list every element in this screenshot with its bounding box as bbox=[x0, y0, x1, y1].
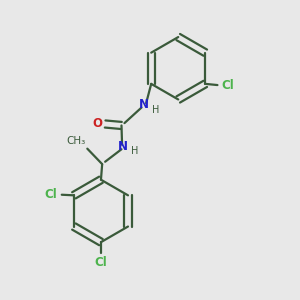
Text: N: N bbox=[139, 98, 149, 111]
Text: H: H bbox=[152, 105, 160, 115]
Text: N: N bbox=[118, 140, 128, 153]
Text: O: O bbox=[93, 117, 103, 130]
Text: Cl: Cl bbox=[222, 79, 234, 92]
Text: Cl: Cl bbox=[45, 188, 58, 201]
Text: Cl: Cl bbox=[94, 256, 107, 269]
Text: CH₃: CH₃ bbox=[67, 136, 86, 146]
Text: H: H bbox=[131, 146, 139, 156]
